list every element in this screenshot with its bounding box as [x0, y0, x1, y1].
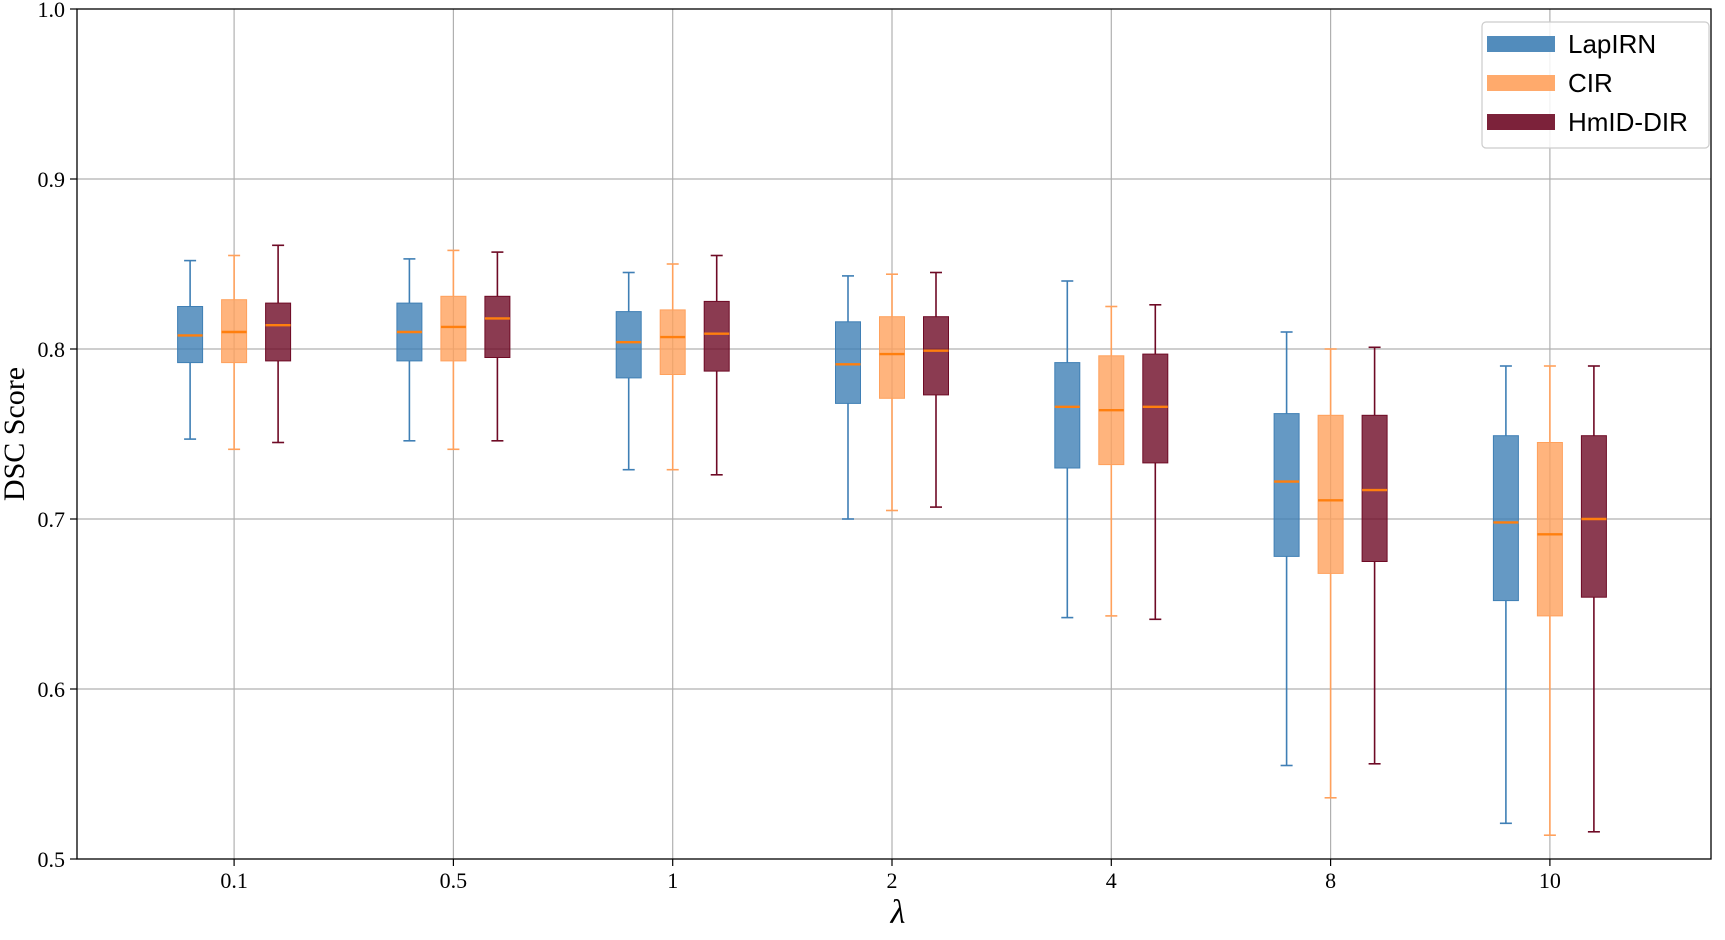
box-hmid-dir-10: [1580, 365, 1607, 833]
box-cir-10: [1536, 365, 1563, 837]
box-body: [1492, 435, 1519, 602]
box-cir-4: [1098, 305, 1125, 617]
box-body: [1142, 353, 1169, 464]
grid-layer: [77, 9, 1711, 859]
boxes-layer: [177, 244, 1607, 837]
box-lapirn-4: [1054, 280, 1081, 619]
x-tick-label: 0.5: [440, 868, 468, 893]
plot-frame: [76, 8, 1712, 860]
box-cir-8: [1317, 348, 1344, 799]
box-body: [484, 295, 511, 358]
legend-swatch: [1487, 114, 1555, 130]
y-axis-ticks: 0.5 0.6 0.7 0.8 0.9 1.0: [38, 0, 77, 872]
y-tick-label: 0.9: [38, 167, 66, 192]
x-tick-label: 2: [887, 868, 898, 893]
box-body: [1536, 442, 1563, 617]
legend-swatch: [1487, 36, 1555, 52]
box-body: [265, 302, 292, 362]
box-cir-0.5: [440, 249, 467, 451]
box-body: [1054, 362, 1081, 469]
box-hmid-dir-0.1: [265, 244, 292, 444]
box-cir-2: [879, 273, 905, 512]
box-lapirn-1: [615, 271, 642, 471]
box-cir-1: [659, 263, 686, 471]
x-tick-label: 0.1: [220, 868, 248, 893]
x-axis-ticks: 0.1 0.5 1 2 4 8 10: [220, 859, 1561, 893]
legend: LapIRN CIR HmID-DIR: [1481, 21, 1710, 149]
box-body: [1317, 414, 1344, 574]
box-hmid-dir-2: [923, 271, 949, 508]
y-axis-label: DSC Score: [0, 367, 31, 501]
box-body: [703, 300, 730, 372]
x-tick-label: 4: [1106, 868, 1117, 893]
box-body: [1361, 414, 1388, 562]
y-tick-label: 0.8: [38, 337, 66, 362]
box-lapirn-10: [1492, 365, 1519, 825]
box-body: [879, 316, 905, 399]
box-lapirn-8: [1273, 331, 1300, 767]
y-tick-label: 0.6: [38, 677, 66, 702]
y-tick-label: 0.7: [38, 507, 66, 532]
y-tick-label: 0.5: [38, 847, 66, 872]
legend-swatch: [1487, 75, 1555, 91]
box-body: [659, 309, 686, 375]
box-body: [835, 321, 861, 404]
box-hmid-dir-0.5: [484, 251, 511, 442]
box-hmid-dir-4: [1142, 303, 1169, 621]
box-body: [1273, 413, 1300, 557]
x-tick-label: 8: [1325, 868, 1336, 893]
box-cir-0.1: [221, 254, 248, 451]
box-body: [923, 316, 949, 396]
x-tick-label: 10: [1539, 868, 1561, 893]
legend-label: LapIRN: [1568, 29, 1656, 59]
legend-label: HmID-DIR: [1568, 107, 1688, 137]
x-axis-label: λ: [890, 894, 906, 931]
box-lapirn-2: [835, 275, 861, 520]
x-tick-label: 1: [667, 868, 678, 893]
box-lapirn-0.1: [177, 259, 204, 440]
box-body: [615, 311, 642, 379]
legend-label: CIR: [1568, 68, 1613, 98]
box-hmid-dir-1: [703, 254, 730, 476]
box-body: [440, 295, 467, 362]
box-body: [1580, 435, 1607, 598]
box-hmid-dir-8: [1361, 346, 1388, 765]
y-tick-label: 1.0: [38, 0, 66, 22]
box-lapirn-0.5: [396, 258, 423, 442]
